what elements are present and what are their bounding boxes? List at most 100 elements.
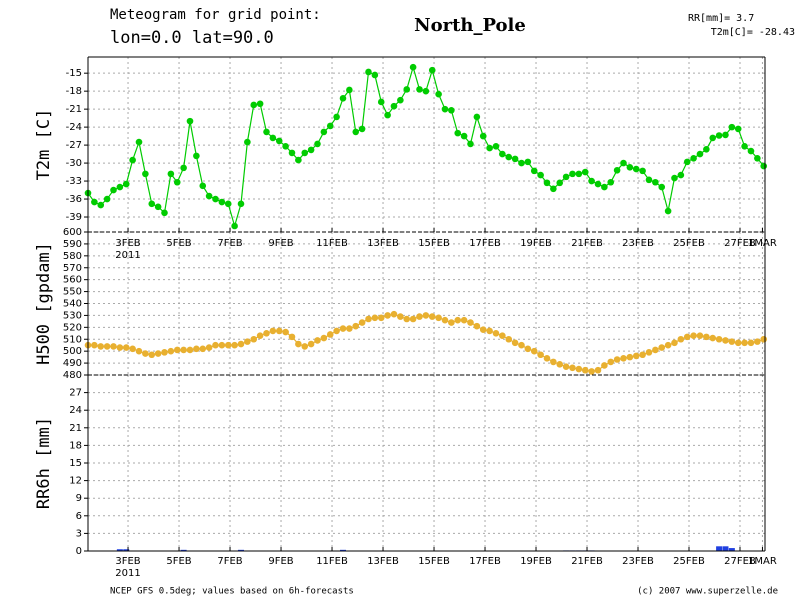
data-point <box>148 200 156 208</box>
x-tick-label: 25FEB <box>673 556 705 567</box>
y-tick-label: -30 <box>66 158 82 169</box>
summary-rr: RR[mm]= 3.7 <box>688 13 754 24</box>
y-tick-label: 590 <box>63 239 82 250</box>
data-point <box>620 355 627 362</box>
data-point <box>690 154 697 162</box>
y-axis-label: H500 [gpdam] <box>34 242 54 365</box>
data-point <box>467 319 474 326</box>
bar <box>339 549 346 551</box>
x-tick-label: 11FEB <box>316 556 348 567</box>
data-point <box>103 195 111 203</box>
data-point <box>116 344 124 351</box>
data-point <box>416 313 423 320</box>
bar <box>123 549 130 551</box>
y-tick-label: -15 <box>66 68 82 79</box>
data-point <box>626 163 634 171</box>
data-point <box>671 339 678 347</box>
data-point <box>543 355 551 362</box>
year-label: 2011 <box>115 250 140 261</box>
data-point <box>728 123 736 131</box>
y-tick-label: -18 <box>66 86 82 97</box>
data-point <box>703 145 710 153</box>
y-tick-label: 600 <box>63 227 82 238</box>
data-point <box>747 147 755 155</box>
data-point <box>193 345 200 353</box>
data-point <box>537 171 544 179</box>
data-point <box>97 201 105 209</box>
y-tick-label: 21 <box>69 423 82 434</box>
data-point <box>307 340 315 348</box>
data-point <box>244 338 251 345</box>
data-point <box>454 129 462 137</box>
data-point <box>142 350 149 357</box>
data-point <box>397 96 404 104</box>
data-point <box>288 149 296 157</box>
x-tick-label: 27FEB <box>724 556 756 567</box>
data-point <box>741 142 748 150</box>
data-point <box>747 339 755 347</box>
data-point <box>269 134 277 142</box>
data-point <box>365 315 372 323</box>
data-point <box>135 138 143 146</box>
data-point <box>154 203 162 211</box>
data-point <box>664 207 672 215</box>
data-point <box>256 332 264 339</box>
data-point <box>384 111 391 119</box>
data-point <box>122 180 130 188</box>
data-point <box>91 341 98 349</box>
data-point <box>237 340 245 348</box>
data-point <box>486 327 493 335</box>
data-point <box>530 347 538 355</box>
data-point <box>607 178 615 186</box>
data-point <box>473 322 481 330</box>
data-point <box>511 155 519 163</box>
data-point <box>269 327 277 335</box>
data-point <box>696 332 704 339</box>
x-tick-label: 1MAR <box>748 238 777 249</box>
data-point <box>511 339 519 347</box>
data-point <box>333 113 340 121</box>
y-tick-label: 570 <box>63 263 82 274</box>
data-point <box>422 87 430 95</box>
data-point <box>505 153 513 161</box>
data-point <box>441 316 449 324</box>
data-point <box>607 358 615 366</box>
data-point <box>103 343 111 350</box>
data-point <box>263 329 270 337</box>
y-tick-label: 0 <box>76 546 82 557</box>
y-tick-label: 18 <box>69 440 82 451</box>
header-line2: lon=0.0 lat=90.0 <box>110 28 274 48</box>
data-point <box>435 90 442 98</box>
data-point <box>448 319 455 326</box>
data-point <box>652 346 659 354</box>
data-point <box>326 122 334 130</box>
data-point <box>690 332 697 339</box>
x-tick-label: 21FEB <box>571 556 603 567</box>
year-label: 2011 <box>115 568 140 579</box>
y-tick-label: 540 <box>63 299 82 310</box>
data-point <box>346 86 353 94</box>
data-point <box>142 170 149 178</box>
data-point <box>499 150 506 158</box>
data-point <box>601 362 608 369</box>
data-point <box>588 368 595 375</box>
data-point <box>154 350 162 357</box>
data-point <box>524 158 532 166</box>
y-tick-label: 27 <box>69 388 82 399</box>
data-point <box>479 132 487 140</box>
data-point <box>180 346 187 354</box>
x-tick-label: 9FEB <box>268 556 293 567</box>
data-point <box>275 327 283 335</box>
data-point <box>569 364 576 372</box>
data-point <box>193 152 200 160</box>
y-tick-label: 550 <box>63 287 82 298</box>
data-point <box>422 312 430 319</box>
data-point <box>709 334 717 342</box>
x-tick-label: 5FEB <box>166 238 191 249</box>
y-axis-label: T2m [C] <box>34 109 54 181</box>
data-point <box>409 315 417 323</box>
y-tick-label: 490 <box>63 358 82 369</box>
data-point <box>167 347 175 355</box>
data-point <box>454 316 462 324</box>
x-tick-label: 21FEB <box>571 238 603 249</box>
